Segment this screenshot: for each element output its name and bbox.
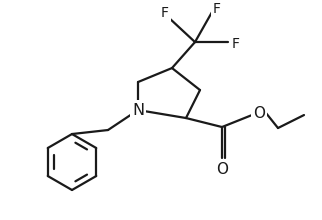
Text: O: O [216, 161, 228, 176]
Text: F: F [232, 37, 240, 51]
Text: F: F [213, 2, 221, 16]
Text: N: N [132, 103, 144, 117]
Text: O: O [253, 106, 265, 121]
Text: F: F [161, 6, 169, 20]
